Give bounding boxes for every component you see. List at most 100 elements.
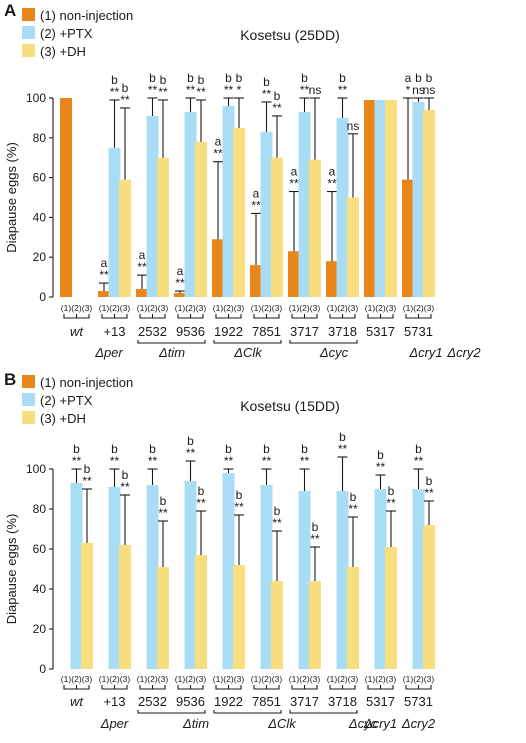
gene-span-bracket: [213, 340, 282, 344]
condition-label: (3): [348, 303, 359, 313]
condition-label: (1): [175, 674, 186, 684]
gene-span-bracket: [137, 340, 206, 344]
gene-label: Δcyc: [319, 345, 349, 360]
gene-label: ΔClk: [233, 345, 263, 360]
group-label: 2532: [138, 324, 167, 339]
bar: [298, 491, 311, 669]
condition-label: (2): [299, 303, 310, 313]
bar: [309, 581, 321, 669]
legend-label: (3) +DH: [40, 411, 86, 426]
bar: [108, 487, 121, 669]
group-label: 3718: [328, 694, 357, 709]
significance-label: b: [301, 442, 308, 456]
condition-label: (1): [99, 303, 110, 313]
condition-label: (2): [109, 303, 120, 313]
significance-label: **: [386, 496, 396, 510]
bar-group: (1) (2) (3)1922**a**b*b: [212, 71, 245, 339]
bar: [174, 293, 186, 297]
bar-group: (1) (2) (3)3718**b**b: [327, 430, 359, 709]
bar-group: (1) (2) (3)3717**b**b: [289, 442, 321, 709]
gene-label: Δtim: [182, 716, 209, 731]
bar: [260, 131, 273, 297]
condition-label: (1): [213, 674, 224, 684]
bar: [222, 105, 235, 298]
condition-label: (1): [251, 303, 262, 313]
significance-label: **: [186, 446, 196, 460]
significance-label: **: [262, 87, 272, 101]
significance-label: b: [377, 448, 384, 462]
condition-label: (3): [196, 303, 207, 313]
condition-label: (1): [365, 674, 376, 684]
legend-swatch: [22, 393, 35, 406]
y-tick-label: 100: [26, 462, 46, 476]
legend-swatch: [22, 375, 35, 388]
significance-label: b: [301, 71, 308, 85]
bar: [233, 127, 245, 297]
significance-label: **: [148, 83, 158, 97]
condition-label: (3): [158, 674, 169, 684]
significance-label: b: [111, 73, 118, 87]
bar: [119, 179, 131, 297]
group-label: 5317: [366, 324, 395, 339]
bar-group: (1) (2) (3) wt: [60, 98, 92, 339]
condition-label: (2): [261, 674, 272, 684]
gene-label: ΔClk: [267, 716, 297, 731]
bar: [184, 111, 197, 298]
significance-label: b: [339, 71, 346, 85]
significance-label: a: [177, 264, 184, 278]
bar: [250, 265, 262, 297]
group-label: 3717: [290, 694, 319, 709]
condition-label: (2): [261, 303, 272, 313]
condition-label: (3): [120, 303, 131, 313]
group-label: 7851: [252, 694, 281, 709]
y-tick-label: 40: [33, 210, 47, 224]
legend-label: (3) +DH: [40, 44, 86, 59]
gene-span-bracket: [213, 710, 282, 714]
significance-label: b: [122, 81, 129, 95]
legend-label: (1) non-injection: [40, 375, 133, 390]
bar: [347, 197, 359, 297]
condition-label: (2): [413, 303, 424, 313]
panel-a: A (1) non-injection (2) +PTX (3) +DH Kosetsu…: [4, 1, 481, 360]
y-tick-label: 60: [33, 542, 47, 556]
significance-label: b: [73, 442, 80, 456]
condition-label: (2): [413, 674, 424, 684]
condition-label: (2): [223, 674, 234, 684]
group-label: 5731: [404, 694, 433, 709]
significance-label: a: [405, 71, 412, 85]
bar: [195, 141, 207, 297]
gene-label: Δcry2: [401, 716, 436, 731]
significance-label: b: [84, 462, 91, 476]
significance-label: **: [338, 442, 348, 456]
bar-group: (1) (2) (3)9536**a**b**b: [174, 71, 207, 339]
significance-label: b: [274, 89, 281, 103]
gene-span-bracket: [289, 710, 358, 714]
bar-group: (1) (2) (3)3718**a**bns: [326, 71, 359, 339]
bar: [184, 481, 197, 669]
significance-label: ns: [347, 119, 360, 133]
condition-label: (1): [61, 303, 72, 313]
condition-label: (1): [137, 303, 148, 313]
bar: [385, 547, 397, 669]
condition-label: (3): [234, 674, 245, 684]
y-tick-label: 0: [39, 290, 46, 304]
significance-label: **: [251, 198, 261, 212]
significance-label: a: [291, 165, 298, 179]
significance-label: **: [234, 500, 244, 514]
significance-label: b: [187, 71, 194, 85]
bar: [81, 543, 93, 669]
significance-label: b: [339, 430, 346, 444]
significance-label: b: [198, 484, 205, 498]
bar: [336, 491, 349, 669]
bar: [364, 99, 376, 298]
condition-label: (3): [196, 674, 207, 684]
significance-label: ns: [423, 83, 436, 97]
significance-label: **: [348, 502, 358, 516]
bar: [136, 289, 148, 297]
significance-label: **: [224, 83, 234, 97]
bar: [260, 485, 273, 669]
condition-label: (3): [82, 674, 93, 684]
